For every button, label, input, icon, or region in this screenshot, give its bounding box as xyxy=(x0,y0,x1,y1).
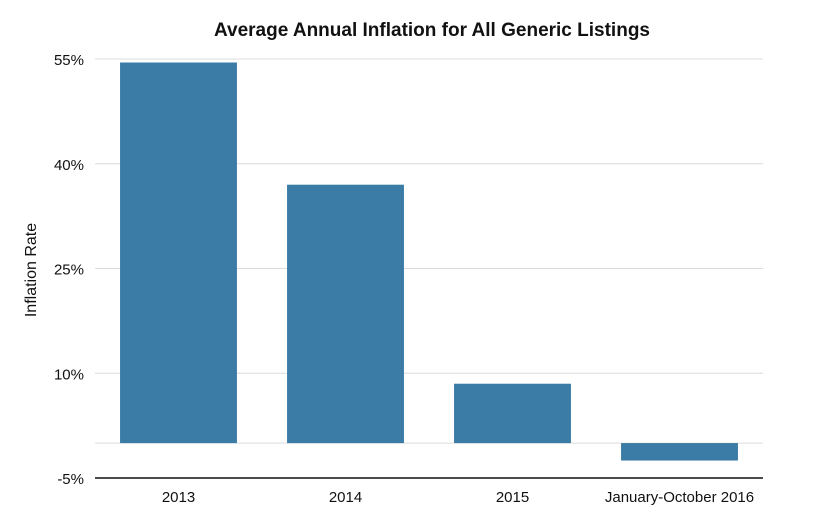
bar-2013 xyxy=(120,62,237,444)
chart-title: Average Annual Inflation for All Generic… xyxy=(214,20,650,41)
x-tick-label: 2013 xyxy=(162,489,195,506)
bar-2015 xyxy=(454,383,571,444)
y-tick-label: 25% xyxy=(54,262,84,279)
y-tick-label: -5% xyxy=(57,471,84,488)
x-tick-label: January-October 2016 xyxy=(605,489,754,506)
y-axis-label: Inflation Rate xyxy=(23,223,40,317)
bars xyxy=(120,62,738,461)
y-tick-label: 10% xyxy=(54,366,84,383)
x-tick-labels: 2013 2014 2015 January-October 2016 xyxy=(162,489,754,506)
y-tick-label: 40% xyxy=(54,157,84,174)
y-tick-label: 55% xyxy=(54,52,84,69)
bar-2014 xyxy=(287,184,404,444)
y-tick-labels: -5% 10% 25% 40% 55% xyxy=(54,52,84,488)
bar-january-october-2016 xyxy=(621,443,738,461)
x-tick-label: 2015 xyxy=(496,489,529,506)
x-tick-label: 2014 xyxy=(329,489,362,506)
